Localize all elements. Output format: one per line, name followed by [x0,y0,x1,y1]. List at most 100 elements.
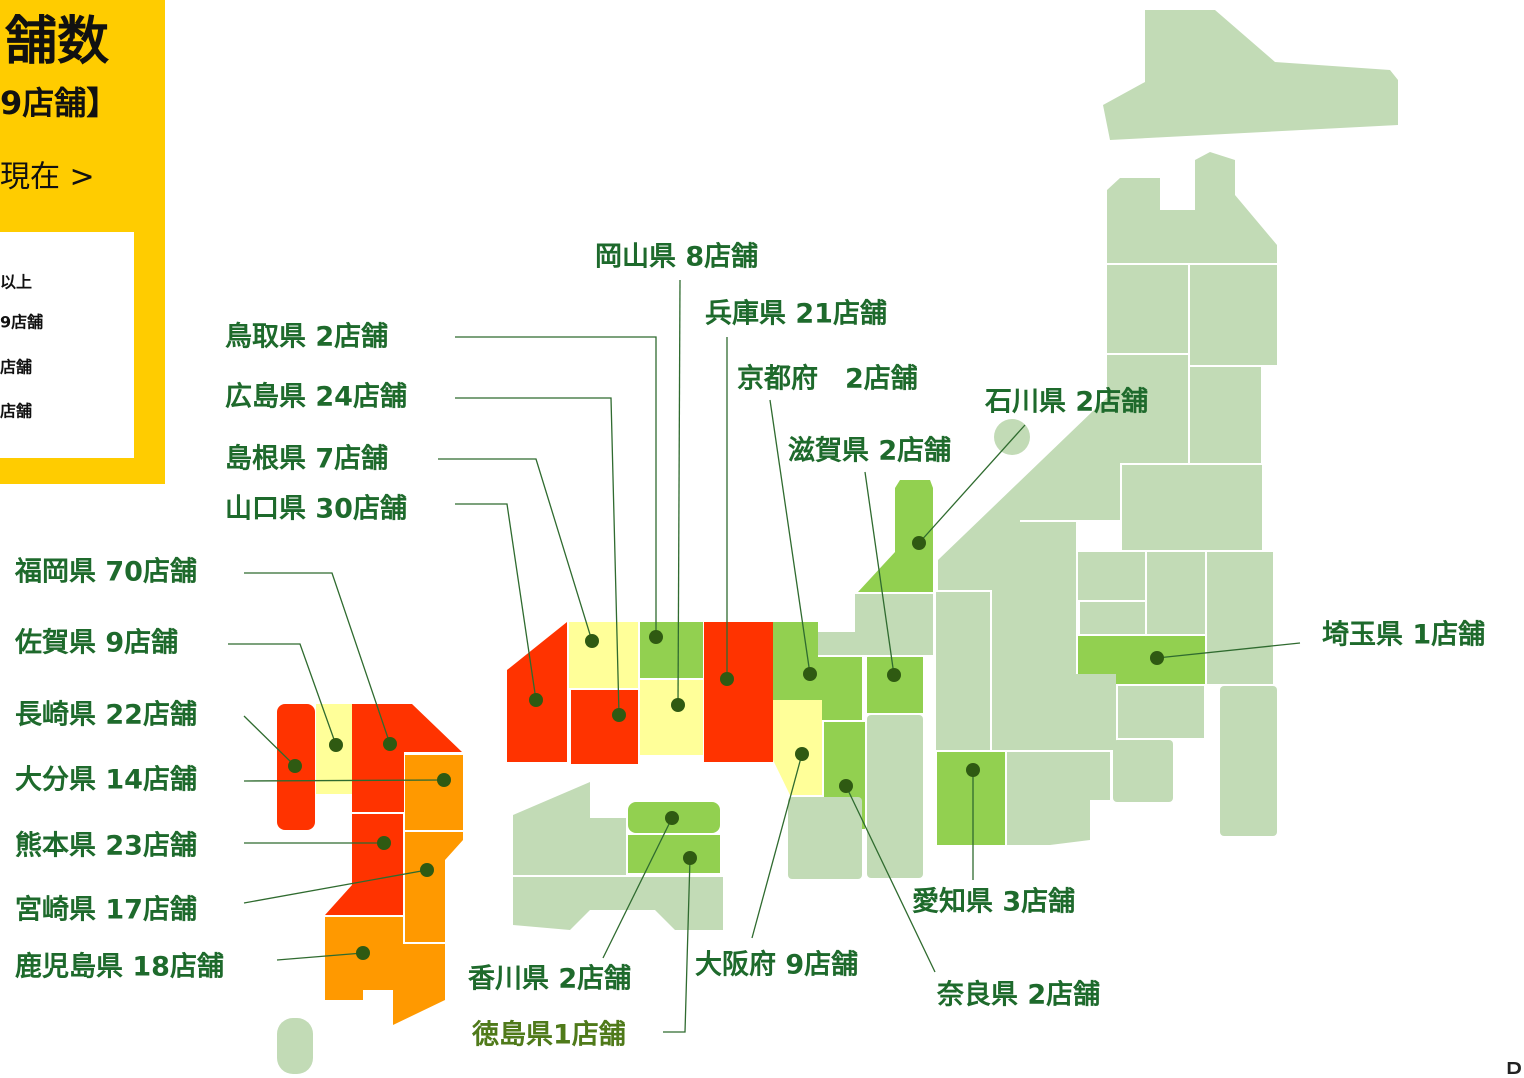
prefecture-label: 熊本県 23店舗 [15,830,197,862]
region [773,622,862,720]
region [788,797,862,879]
leader-line [455,336,657,637]
prefecture-label: 京都府 2店舗 [737,363,918,395]
region [773,700,822,795]
region [1080,602,1145,634]
header-title: 舗数 [4,12,109,72]
store-dot [585,634,599,648]
region [571,690,638,764]
leader-line [769,399,811,675]
prefecture-label: 愛知県 3店舗 [912,887,1075,918]
prefecture-label: 鳥取県 2店舗 [225,322,388,353]
leader-line [1156,642,1301,659]
region [277,1018,313,1074]
leader-line [677,279,681,706]
prefecture-label: 大阪府 9店舗 [695,949,858,981]
region [1147,552,1205,634]
region [936,592,990,750]
store-dot [1150,651,1164,665]
region [867,657,923,713]
region [640,622,703,678]
region [704,622,773,762]
region [1107,355,1188,463]
prefecture-label: 広島県 24店舗 [225,381,407,413]
region [569,622,638,688]
store-dot [803,667,817,681]
region [938,385,1120,590]
region [1078,552,1145,600]
legend-box [0,232,134,458]
region [352,704,462,812]
leader-line [244,572,391,745]
store-dot [420,863,434,877]
header-total: 9店舗】 [0,84,118,122]
legend-label: 9店舗 [0,313,43,332]
leader-line [864,471,895,676]
region [628,835,720,873]
store-dot [529,693,543,707]
prefecture-label: 兵庫県 21店舗 [705,299,887,330]
store-dot [612,708,626,722]
region [1113,740,1173,802]
store-dot [377,836,391,850]
region [325,917,445,1025]
store-dot [912,536,926,550]
leader-line [243,869,428,904]
region [994,419,1030,455]
store-dot [795,747,809,761]
leader-line [663,857,691,1033]
store-dot [671,698,685,712]
region [867,715,923,878]
leader-line [438,458,593,642]
leader-line [751,753,803,939]
region [1103,10,1398,140]
footer-text: P [1505,1056,1522,1074]
region [1107,265,1188,353]
region [405,832,463,942]
region [507,622,567,762]
leader-line [228,643,337,746]
leader-line [918,424,1026,544]
region [640,680,703,755]
store-dot [887,668,901,682]
prefecture-label: 徳島県1店舗 [471,1020,626,1051]
leader-line [602,817,673,959]
region [858,480,933,592]
store-dot [356,946,370,960]
prefecture-label: 香川県 2店舗 [468,964,631,995]
store-dot [839,779,853,793]
region [1118,686,1204,738]
region [1007,752,1110,845]
store-dot [966,763,980,777]
prefecture-label: 鹿児島県 18店舗 [15,951,224,983]
region [513,877,723,930]
legend-label: 店舗 [0,358,32,377]
prefecture-label: 大分県 14店舗 [15,765,197,796]
prefecture-label: 山口県 30店舗 [225,494,407,525]
leader-line [276,952,364,961]
map-shapes [277,10,1398,1074]
store-dot [288,759,302,773]
region [513,782,626,875]
store-dot [329,738,343,752]
region [1220,686,1277,836]
region [1190,265,1277,365]
leader-line [243,715,296,767]
header-date[interactable]: 現在 > [0,160,95,195]
store-dot [683,851,697,865]
region [405,755,463,830]
prefecture-label: 岡山県 8店舗 [595,242,758,273]
leader-line [243,779,445,782]
prefecture-label: 福岡県 70店舗 [14,557,197,588]
prefecture-label: 島根県 7店舗 [225,444,388,475]
legend-label: 店舗 [0,402,32,421]
store-dot [649,630,663,644]
region [325,814,403,915]
store-dot [437,773,451,787]
region [1122,465,1262,550]
leader-line [845,785,936,973]
store-dot [720,672,734,686]
leader-line [455,503,537,701]
store-dot [383,737,397,751]
